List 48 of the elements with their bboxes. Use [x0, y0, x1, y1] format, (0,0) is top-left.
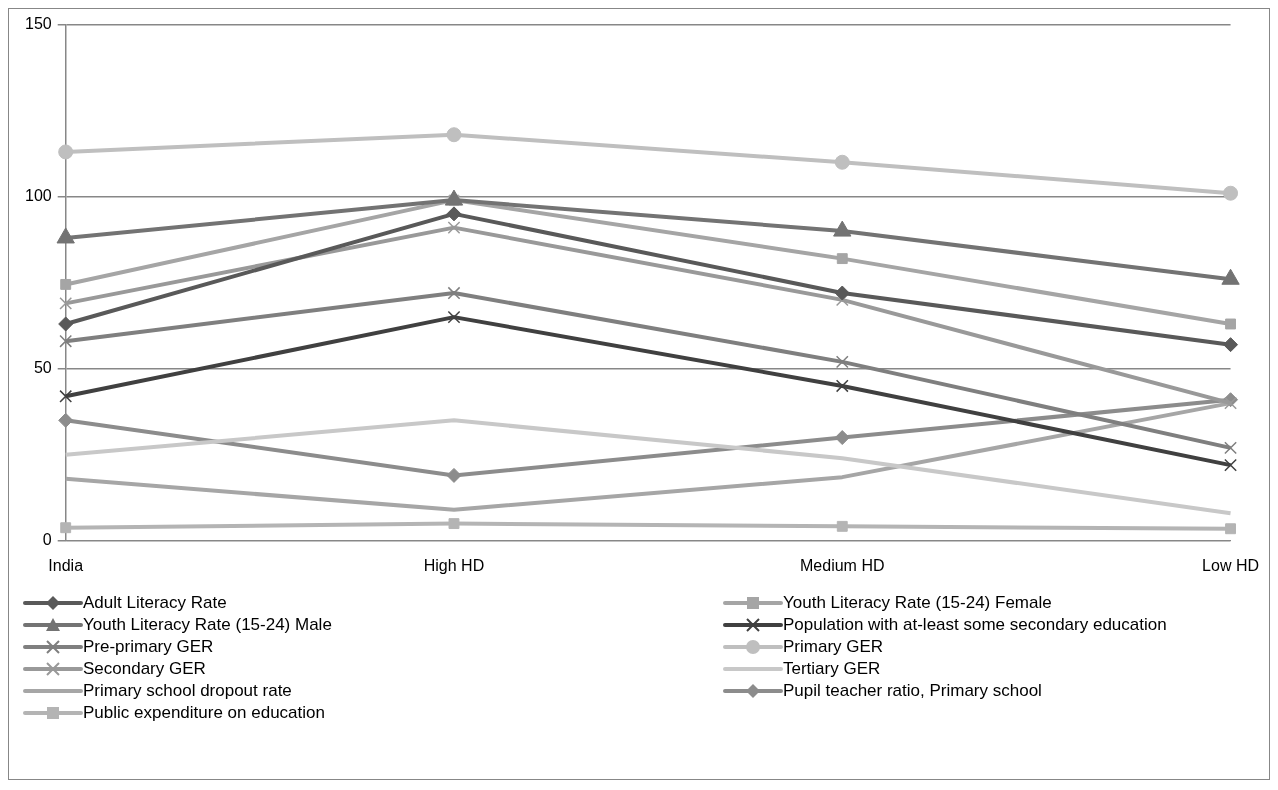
legend-label: Primary school dropout rate — [83, 681, 292, 701]
point — [448, 518, 460, 530]
x-tick-label: India — [48, 556, 84, 574]
point — [60, 278, 72, 290]
point — [58, 316, 74, 332]
legend-label: Pupil teacher ratio, Primary school — [783, 681, 1042, 701]
legend-label: Adult Literacy Rate — [83, 593, 227, 613]
point — [59, 296, 73, 310]
legend-label: Youth Literacy Rate (15-24) Male — [83, 615, 332, 635]
point — [59, 334, 73, 348]
point — [1225, 318, 1236, 330]
point — [1224, 396, 1237, 410]
point — [836, 253, 848, 265]
point — [59, 389, 73, 403]
legend-label: Youth Literacy Rate (15-24) Female — [783, 593, 1052, 613]
point — [60, 522, 72, 534]
y-tick-label: 100 — [24, 187, 52, 205]
point — [446, 127, 462, 143]
point — [446, 206, 462, 222]
y-tick-label: 150 — [24, 15, 52, 33]
point — [834, 430, 850, 446]
point — [447, 310, 461, 324]
point — [58, 144, 74, 160]
point — [834, 285, 850, 301]
point — [446, 467, 462, 483]
point — [1224, 441, 1237, 455]
legend-label: Pre-primary GER — [83, 637, 214, 657]
y-tick-label: 50 — [33, 359, 52, 377]
legend-label: Public expenditure on education — [83, 703, 325, 723]
point — [1225, 523, 1236, 535]
point — [1223, 185, 1239, 201]
legend-label: Primary GER — [783, 637, 884, 657]
point — [1223, 337, 1239, 353]
x-tick-label: Medium HD — [800, 556, 885, 574]
point — [834, 154, 850, 170]
point — [1224, 458, 1237, 472]
point — [447, 286, 461, 300]
y-tick-label: 0 — [42, 531, 52, 549]
point — [835, 379, 849, 393]
point — [835, 355, 849, 369]
point — [447, 221, 461, 235]
x-tick-label: High HD — [423, 556, 485, 574]
point — [58, 412, 74, 428]
point — [836, 520, 848, 532]
legend-label: Secondary GER — [83, 659, 206, 679]
legend-label: Tertiary GER — [783, 659, 881, 679]
legend-label: Population with at-least some secondary education — [783, 615, 1167, 635]
x-tick-label: Low HD — [1202, 556, 1259, 574]
